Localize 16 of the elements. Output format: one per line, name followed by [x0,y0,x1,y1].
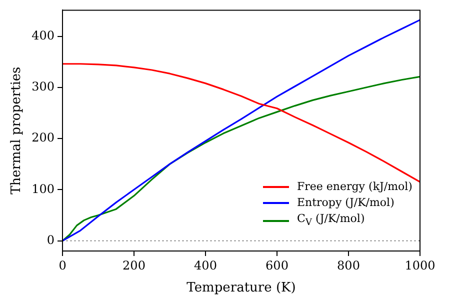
y-tick-label: 400 [32,28,55,42]
x-tick-label: 1000 [404,258,436,272]
y-tick-label: 100 [32,182,55,196]
legend-label: Entropy (J/K/mol) [297,195,394,211]
legend-label: C$_{V}$ (J/K/mol) [297,211,365,230]
x-tick-label: 800 [337,258,360,272]
x-tick-label: 200 [122,258,146,272]
y-tick-label: 300 [32,80,55,94]
y-axis-title: Thermal properties [9,66,24,194]
x-tick-label: 0 [58,258,66,272]
x-tick-label: 400 [194,258,217,272]
x-axis-title: Temperature (K) [186,280,296,296]
x-tick-label: 600 [266,258,288,272]
y-tick-label: 200 [32,130,55,145]
legend-label: Free energy (kJ/mol) [297,179,412,195]
y-tick-label: 0 [46,232,55,247]
